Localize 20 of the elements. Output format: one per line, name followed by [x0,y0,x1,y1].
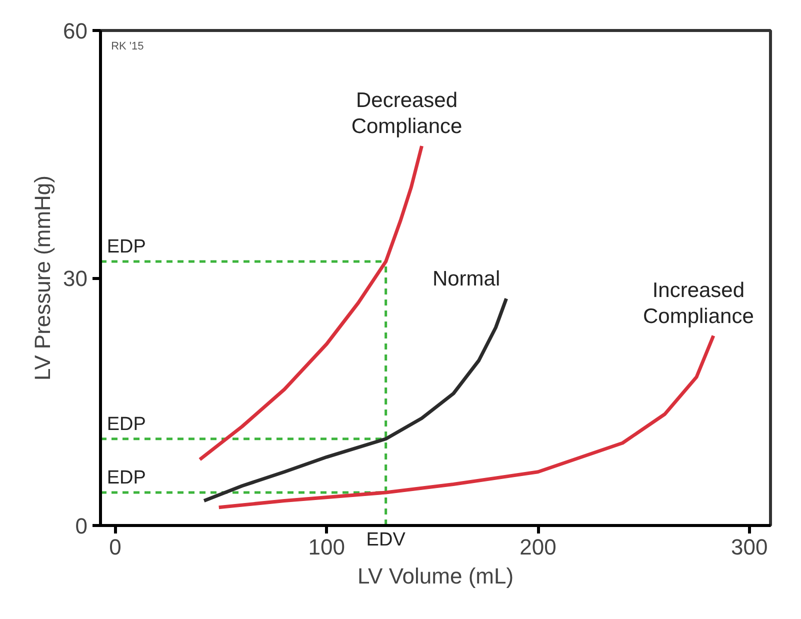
y-axis-title: LV Pressure (mmHg) [30,176,56,380]
series-label: Decreased Compliance [351,89,462,138]
annotation: RK '15 [111,40,144,52]
series-label: Increased Compliance [642,278,754,328]
x-tick-label: 200 [520,534,556,560]
ref-line-label: EDP [106,414,146,435]
line-series [198,144,424,462]
ref-line-label: EDP [106,468,146,488]
x-tick-label: 0 [109,534,122,560]
ref-line-label: EDP [106,236,146,258]
x-tick-label: 300 [731,534,768,560]
y-tick-label: 60 [63,18,88,44]
x-tick-label: 100 [308,534,346,560]
line-series [217,334,716,510]
x-axis-title: LV Volume (mL) [357,564,514,588]
ref-line-label: EDV [366,530,406,550]
line-series [202,296,508,502]
y-tick-label: 30 [63,266,88,291]
series-label: Normal [432,268,500,291]
y-tick-label: 0 [75,514,88,538]
